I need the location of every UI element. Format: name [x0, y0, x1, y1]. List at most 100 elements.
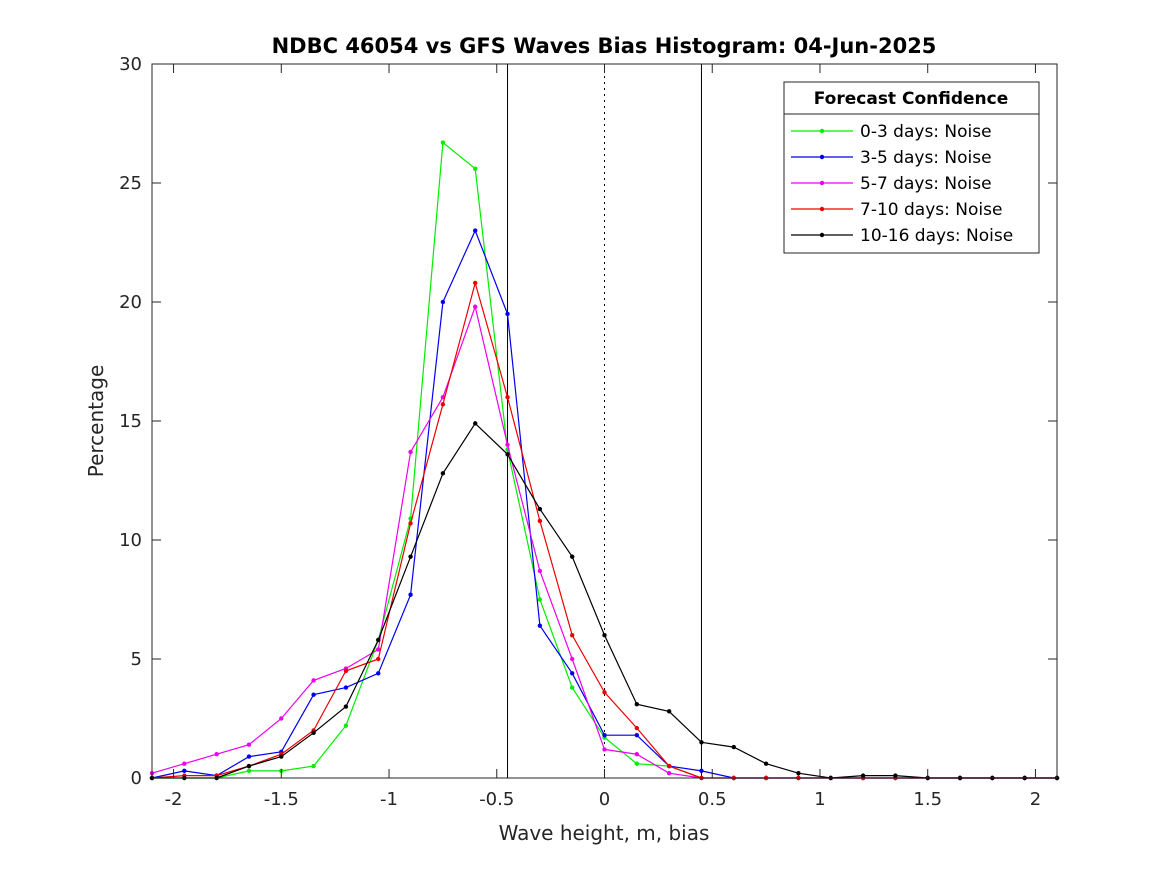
- data-point: [505, 311, 510, 317]
- y-axis-label: Percentage: [84, 365, 108, 478]
- data-point: [473, 228, 478, 233]
- data-point: [182, 768, 187, 774]
- data-point: [311, 678, 316, 683]
- data-point: [343, 668, 349, 674]
- data-point: [343, 685, 349, 690]
- data-point: [440, 140, 446, 145]
- y-tick-label: 30: [119, 54, 142, 75]
- data-point: [569, 554, 575, 559]
- y-tick-label: 25: [119, 173, 142, 194]
- data-point: [376, 671, 381, 676]
- x-tick-label: -2: [165, 789, 183, 810]
- y-tick-label: 5: [131, 649, 142, 670]
- data-point: [893, 773, 898, 778]
- data-point: [602, 747, 607, 752]
- data-point: [473, 280, 478, 286]
- data-point: [311, 763, 316, 769]
- data-point: [602, 732, 607, 738]
- data-point: [796, 771, 801, 776]
- data-point: [537, 518, 543, 524]
- y-tick-label: 0: [131, 768, 142, 789]
- data-point: [376, 656, 381, 662]
- x-tick-label: -1: [380, 789, 398, 810]
- legend-label: 0-3 days: Noise: [860, 122, 992, 142]
- data-point: [408, 449, 413, 455]
- data-point: [537, 623, 543, 628]
- data-point: [343, 723, 349, 728]
- data-point: [408, 521, 413, 526]
- data-point: [246, 754, 252, 759]
- data-point: [602, 690, 607, 695]
- data-point: [505, 442, 510, 447]
- legend-swatch-marker: [819, 180, 825, 186]
- data-point: [699, 740, 704, 745]
- data-point: [473, 304, 478, 309]
- data-point: [440, 299, 446, 305]
- legend-box: [783, 81, 1040, 254]
- data-point: [408, 554, 413, 559]
- x-tick-label: -1.5: [264, 789, 299, 810]
- x-tick-label: 1: [814, 789, 825, 810]
- data-point: [634, 761, 640, 766]
- x-tick-label: -0.5: [479, 789, 514, 810]
- data-point: [505, 452, 510, 457]
- data-point: [569, 671, 575, 676]
- data-point: [537, 597, 543, 602]
- data-point: [473, 166, 478, 171]
- data-point: [666, 709, 672, 714]
- data-point: [569, 685, 575, 690]
- data-point: [311, 730, 316, 735]
- data-point: [569, 633, 575, 638]
- data-point: [763, 761, 769, 766]
- data-point: [634, 702, 640, 707]
- data-point: [376, 637, 381, 643]
- data-point: [408, 592, 413, 597]
- data-point: [246, 768, 252, 774]
- data-point: [246, 763, 252, 769]
- data-point: [666, 763, 672, 769]
- data-point: [634, 732, 640, 738]
- legend-label: 7-10 days: Noise: [860, 200, 1002, 220]
- data-point: [279, 754, 284, 759]
- data-point: [214, 752, 219, 757]
- x-tick-label: 0: [599, 789, 610, 810]
- legend: Forecast Confidence 0-3 days: Noise 3-5 d…: [783, 81, 1040, 254]
- legend-label: 10-16 days: Noise: [860, 226, 1013, 246]
- legend-entry: 3-5 days: Noise: [791, 148, 992, 168]
- legend-entry: 5-7 days: Noise: [791, 174, 992, 194]
- y-tick-label: 20: [119, 292, 142, 313]
- series-layer: [149, 140, 1060, 781]
- y-tick-label: 10: [119, 530, 142, 551]
- legend-swatch-marker: [819, 128, 825, 134]
- legend-label: 3-5 days: Noise: [860, 148, 992, 168]
- data-point: [279, 716, 284, 721]
- data-point: [440, 402, 446, 407]
- legend-title: Forecast Confidence: [814, 89, 1009, 109]
- x-tick-label: 0.5: [698, 789, 727, 810]
- data-point: [537, 506, 543, 512]
- data-point: [731, 744, 736, 750]
- series-5: [149, 421, 1060, 781]
- legend-entry: 0-3 days: Noise: [791, 122, 992, 142]
- data-point: [860, 773, 866, 778]
- data-point: [505, 395, 510, 400]
- data-point: [537, 568, 543, 574]
- data-point: [569, 656, 575, 662]
- legend-label: 5-7 days: Noise: [860, 174, 992, 194]
- legend-swatch-marker: [819, 232, 825, 238]
- legend-swatch-marker: [819, 206, 825, 212]
- data-point: [343, 704, 349, 709]
- legend-entry: 10-16 days: Noise: [791, 226, 1013, 246]
- chart-title: NDBC 46054 vs GFS Waves Bias Histogram: …: [272, 34, 937, 58]
- legend-swatch-marker: [819, 154, 825, 160]
- data-point: [376, 647, 381, 652]
- data-point: [634, 752, 640, 757]
- y-tick-label: 15: [119, 411, 142, 432]
- data-point: [182, 761, 187, 766]
- x-tick-label: 2: [1030, 789, 1041, 810]
- data-point: [666, 771, 672, 776]
- data-point: [634, 725, 640, 731]
- data-point: [602, 633, 607, 638]
